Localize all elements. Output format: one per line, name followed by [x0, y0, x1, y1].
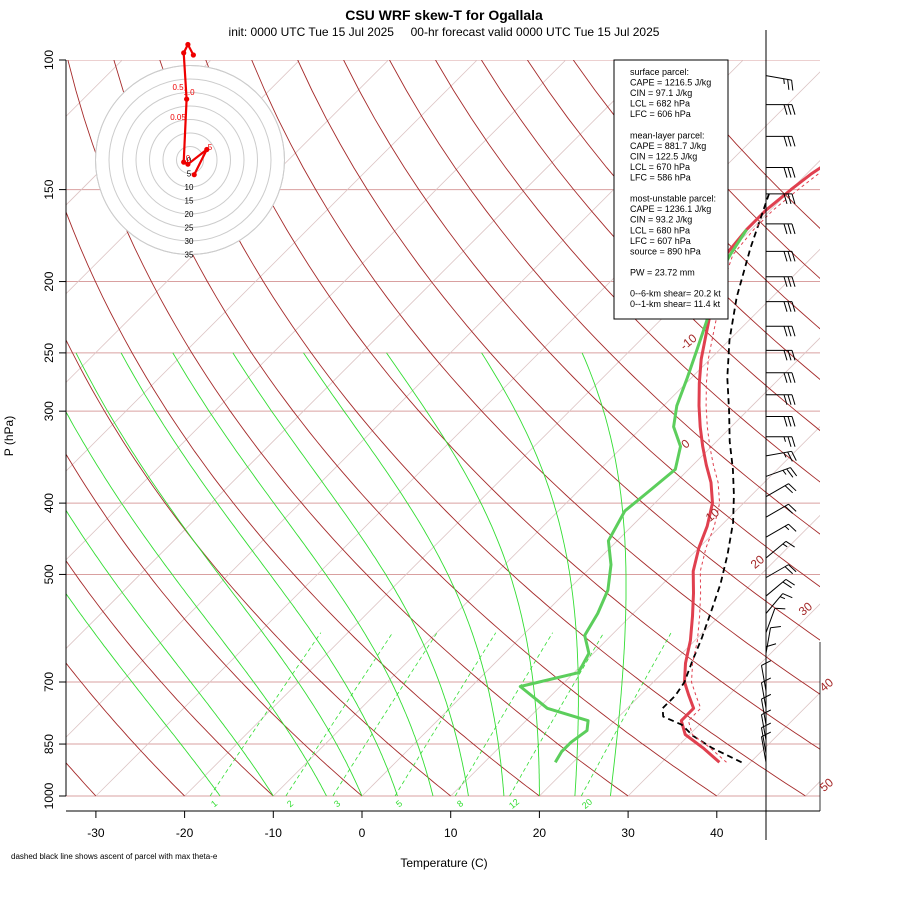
hodograph-point — [192, 172, 197, 177]
info-line: CAPE = 881.7 J/kg — [630, 141, 706, 151]
y-tick-label: 850 — [42, 734, 56, 754]
hodograph-ring-label: 15 — [185, 197, 194, 206]
info-line: PW = 23.72 mm — [630, 267, 695, 277]
info-line: LCL = 682 hPa — [630, 99, 690, 109]
hodograph-point — [184, 97, 189, 102]
hodograph-height-label: 0 — [186, 154, 191, 163]
hodograph-ring-label: 25 — [185, 224, 194, 233]
info-line: CAPE = 1236.1 J/kg — [630, 204, 711, 214]
hodograph-point — [181, 50, 186, 55]
x-tick-label: -10 — [265, 826, 283, 840]
x-axis-label: Temperature (C) — [400, 856, 487, 870]
info-line: LCL = 670 hPa — [630, 162, 690, 172]
y-tick-label: 150 — [42, 179, 56, 199]
footnote: dashed black line shows ascent of parcel… — [11, 852, 218, 861]
y-tick-label: 250 — [42, 343, 56, 363]
info-line: source = 890 hPa — [630, 246, 701, 256]
y-tick-label: 1000 — [42, 782, 56, 809]
y-tick-label: 400 — [42, 493, 56, 513]
x-tick-label: -30 — [87, 826, 105, 840]
hodograph-ring-label: 20 — [185, 210, 194, 219]
wind-barb-flag — [775, 608, 785, 609]
info-line: mean-layer parcel: — [630, 130, 705, 140]
info-line: most-unstable parcel: — [630, 194, 716, 204]
x-tick-label: 10 — [444, 826, 458, 840]
hodograph-ring-label: 30 — [185, 237, 194, 246]
y-tick-label: 300 — [42, 401, 56, 421]
info-line: LCL = 680 hPa — [630, 225, 690, 235]
info-line: surface parcel: — [630, 67, 689, 77]
hodograph-point — [185, 42, 190, 47]
info-line: CIN = 93.2 J/kg — [630, 215, 692, 225]
x-tick-label: 30 — [621, 826, 635, 840]
hodograph-height-label: 1.0 — [183, 88, 195, 97]
info-line: 0--6-km shear= 20.2 kt — [630, 289, 721, 299]
y-tick-label: 500 — [42, 564, 56, 584]
wind-barb-half-flag — [784, 79, 785, 84]
chart-title: CSU WRF skew-T for Ogallala — [345, 7, 543, 23]
info-line: CIN = 97.1 J/kg — [630, 88, 692, 98]
hodograph-ring-label: 10 — [185, 183, 194, 192]
info-line: LFC = 606 hPa — [630, 109, 691, 119]
y-tick-label: 700 — [42, 672, 56, 692]
hodograph-ring-label: 5 — [187, 170, 192, 179]
x-tick-label: 0 — [359, 826, 366, 840]
info-box: surface parcel:CAPE = 1216.5 J/kgCIN = 9… — [614, 60, 728, 319]
info-line: CAPE = 1216.5 J/kg — [630, 78, 711, 88]
y-tick-label: 200 — [42, 271, 56, 291]
x-tick-label: 20 — [533, 826, 547, 840]
hodograph-point — [191, 52, 196, 57]
hodograph-height-label: 0.5 — [172, 83, 184, 92]
y-axis-label: P (hPa) — [2, 416, 16, 456]
info-line: LFC = 607 hPa — [630, 236, 691, 246]
x-tick-label: -20 — [176, 826, 194, 840]
hodograph-height-label: 0.05 — [170, 113, 186, 122]
hodograph-height-label: 5 — [208, 143, 213, 152]
hodograph-ring-label: 35 — [185, 251, 194, 260]
info-line: 0--1-km shear= 11.4 kt — [630, 299, 721, 309]
info-line: LFC = 586 hPa — [630, 173, 691, 183]
y-tick-label: 100 — [42, 50, 56, 70]
x-tick-label: 40 — [710, 826, 724, 840]
chart-subtitle: init: 0000 UTC Tue 15 Jul 2025 00-hr for… — [229, 25, 660, 39]
info-line: CIN = 122.5 J/kg — [630, 151, 697, 161]
